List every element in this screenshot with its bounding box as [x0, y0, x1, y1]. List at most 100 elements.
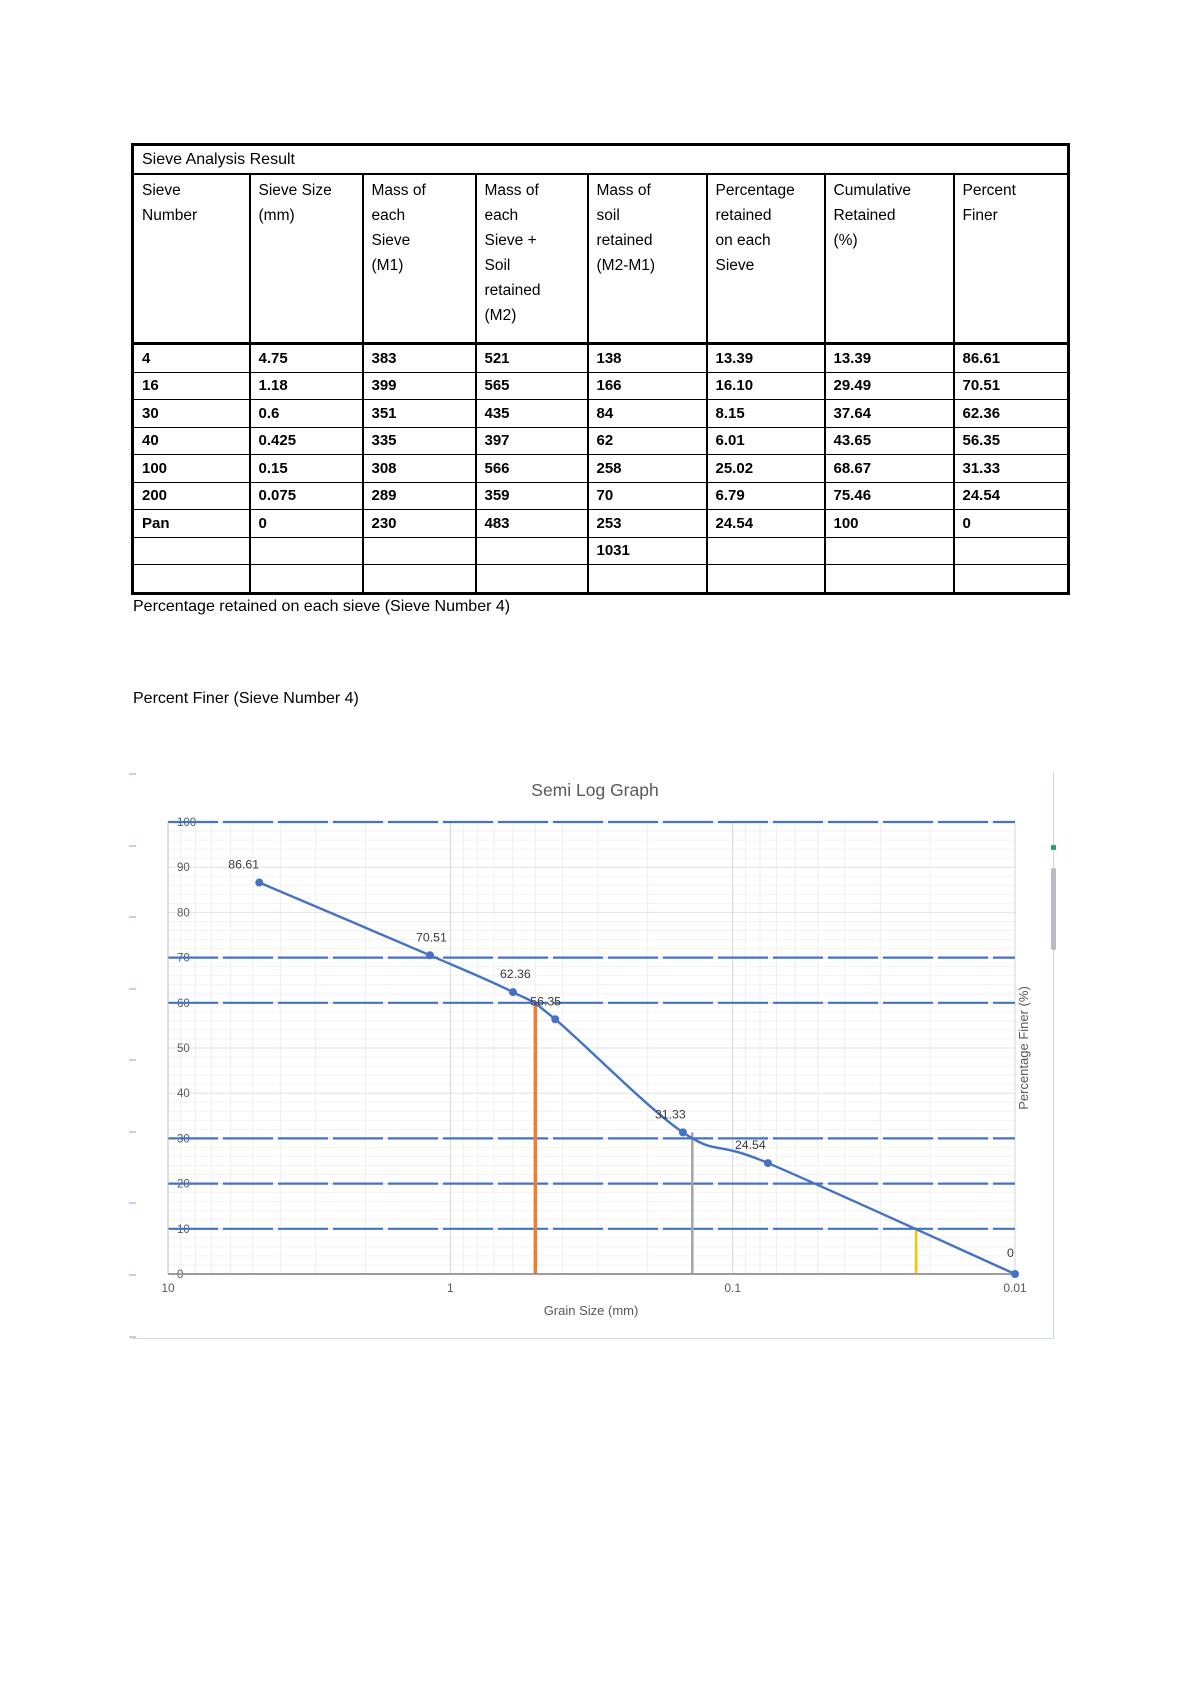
table-cell: 70.51: [952, 371, 1070, 400]
table-row: 200 0.075 289 359 70 6.79 75.46 24.54: [131, 481, 1070, 510]
table-cell: 70: [586, 481, 708, 510]
table-cell: 8.15: [705, 399, 826, 428]
table-row: 16 1.18 399 565 166 16.10 29.49 70.51: [131, 371, 1070, 400]
column-header: Sieve Size (mm): [248, 173, 364, 345]
svg-text:56.35: 56.35: [530, 994, 561, 1008]
table-cell: 62.36: [952, 399, 1070, 428]
table-cell: 0: [248, 509, 364, 538]
svg-text:62.36: 62.36: [500, 967, 531, 981]
table-cell: 399: [361, 371, 477, 400]
table-cell: 0.075: [248, 481, 364, 510]
table-cell: [586, 564, 708, 594]
svg-text:80: 80: [177, 907, 190, 919]
svg-text:0.1: 0.1: [724, 1281, 741, 1295]
table-cell: [705, 564, 826, 594]
table-cell: 521: [474, 343, 589, 373]
table-row: 100 0.15 308 566 258 25.02 68.67 31.33: [131, 454, 1070, 483]
table-cell: 308: [361, 454, 477, 483]
table-cell: 84: [586, 399, 708, 428]
caption-percent-finer: Percent Finer (Sieve Number 4): [133, 690, 359, 707]
svg-text:90: 90: [177, 862, 190, 874]
svg-text:0: 0: [177, 1269, 183, 1281]
svg-text:Percentage Finer (%): Percentage Finer (%): [1016, 986, 1031, 1110]
table-cell: 166: [586, 371, 708, 400]
svg-text:Grain Size (mm): Grain Size (mm): [544, 1303, 639, 1318]
table-cell: [705, 536, 826, 565]
selection-dash: [129, 1336, 136, 1338]
table-row: 40 0.425 335 397 62 6.01 43.65 56.35: [131, 426, 1070, 455]
svg-text:31.33: 31.33: [655, 1107, 686, 1121]
svg-text:86.61: 86.61: [228, 858, 259, 872]
table-cell: 0.15: [248, 454, 364, 483]
column-header: Mass of each Sieve (M1): [361, 173, 477, 345]
table-cell: 25.02: [705, 454, 826, 483]
table-cell: 335: [361, 426, 477, 455]
selection-dash: [129, 988, 136, 990]
table-cell: 138: [586, 343, 708, 373]
table-cell: [474, 564, 589, 594]
column-header: Sieve Number: [131, 173, 251, 345]
table-cell: [823, 564, 955, 594]
table-cell: [952, 536, 1070, 565]
selection-dash: [129, 773, 136, 775]
column-header: Cumulative Retained (%): [823, 173, 955, 345]
table-cell: 62: [586, 426, 708, 455]
caption-percentage-retained: Percentage retained on each sieve (Sieve…: [133, 598, 511, 615]
svg-text:50: 50: [177, 1043, 190, 1055]
column-header: Mass of each Sieve + Soil retained (M2): [474, 173, 589, 345]
selection-dash: [129, 1274, 136, 1276]
svg-text:70.51: 70.51: [416, 930, 447, 944]
table-cell: 56.35: [952, 426, 1070, 455]
table-cell: [248, 536, 364, 565]
table-cell: 359: [474, 481, 589, 510]
table-row: 4 4.75 383 521 138 13.39 13.39 86.61: [131, 343, 1070, 373]
table-cell: 16.10: [705, 371, 826, 400]
table-cell: 43.65: [823, 426, 955, 455]
table-cell: 397: [474, 426, 589, 455]
column-header: Percent Finer: [952, 173, 1070, 345]
table-cell: 40: [131, 426, 251, 455]
table-cell: 253: [586, 509, 708, 538]
table-cell: 230: [361, 509, 477, 538]
svg-text:24.54: 24.54: [735, 1138, 766, 1152]
sieve-analysis-table: Sieve Analysis Result Sieve Number Sieve …: [131, 143, 1071, 595]
svg-text:Semi Log Graph: Semi Log Graph: [531, 780, 658, 800]
table-cell: 289: [361, 481, 477, 510]
table-cell: [952, 564, 1070, 594]
table-cell: 4.75: [248, 343, 364, 373]
table-cell: 24.54: [952, 481, 1070, 510]
table-cell: 0.425: [248, 426, 364, 455]
svg-text:10: 10: [161, 1281, 175, 1295]
table-row: [131, 564, 1070, 594]
table-cell: 4: [131, 343, 251, 373]
table-cell: 566: [474, 454, 589, 483]
chart-frame-bottom: [131, 1338, 1054, 1339]
comment-marker-dot: [1051, 845, 1056, 850]
table-cell: [474, 536, 589, 565]
table-title-row: Sieve Analysis Result: [131, 143, 1070, 175]
table-cell: 351: [361, 399, 477, 428]
table-cell: 13.39: [823, 343, 955, 373]
table-cell: 483: [474, 509, 589, 538]
selection-dash: [129, 845, 136, 847]
table-header-row: Sieve Number Sieve Size (mm) Mass of each …: [131, 173, 1070, 345]
table-cell: 24.54: [705, 509, 826, 538]
selection-dash: [129, 916, 136, 918]
table-cell: 1.18: [248, 371, 364, 400]
table-cell: 435: [474, 399, 589, 428]
table-cell: 258: [586, 454, 708, 483]
svg-text:1: 1: [447, 1281, 454, 1295]
table-cell: 13.39: [705, 343, 826, 373]
table-row: 1031: [131, 536, 1070, 565]
table-cell: 0.6: [248, 399, 364, 428]
scrollbar-thumb[interactable]: [1051, 868, 1056, 950]
svg-text:0.01: 0.01: [1003, 1281, 1027, 1295]
table-cell: [823, 536, 955, 565]
table-cell: 100: [823, 509, 955, 538]
table-cell: 565: [474, 371, 589, 400]
table-cell: 31.33: [952, 454, 1070, 483]
table-cell: 383: [361, 343, 477, 373]
table-cell: [248, 564, 364, 594]
